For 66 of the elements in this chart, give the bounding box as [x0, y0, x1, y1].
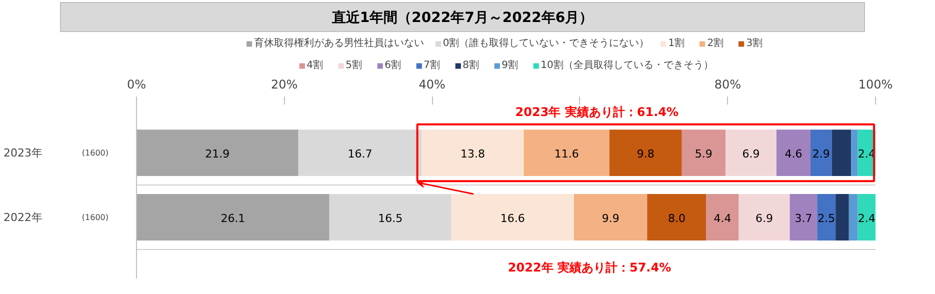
legend-label: 育休取得権利がある男性社員はいない [254, 36, 424, 50]
x-tick-label: 40% [418, 78, 446, 92]
bar [776, 130, 810, 176]
legend-label: 9割 [502, 58, 519, 72]
legend-label: 8割 [462, 58, 480, 72]
legend-label: 3割 [746, 36, 764, 50]
bar [725, 130, 776, 176]
bar [817, 194, 836, 240]
x-tick-label: 0% [126, 78, 146, 92]
data-label: 26.1 [220, 212, 246, 225]
legend-label: 10割（全員取得している・できそう） [540, 58, 714, 72]
data-label: 2.4 [858, 212, 876, 225]
data-label: 21.9 [205, 147, 230, 160]
bar [451, 194, 574, 240]
bar [647, 194, 706, 240]
data-label: 2.5 [818, 212, 836, 225]
y-tick-label: 2023年 [4, 146, 43, 160]
data-label: 16.5 [378, 212, 403, 225]
bar [810, 130, 832, 176]
legend-label: 6割 [384, 58, 402, 72]
data-label: 16.7 [348, 147, 372, 160]
legend-label: 7割 [424, 58, 441, 72]
bar [858, 194, 876, 240]
data-label: 9.8 [636, 147, 654, 160]
data-label: 16.6 [500, 212, 525, 225]
bar [298, 130, 422, 176]
data-label: 9.9 [602, 212, 620, 225]
bar [136, 194, 330, 240]
data-label: 4.4 [714, 212, 732, 225]
bar [422, 130, 524, 176]
legend-label: 2割 [707, 36, 725, 50]
data-label: 5.9 [694, 147, 712, 160]
bar [790, 194, 818, 240]
chart-title: 直近1年間（2022年7月～2022年6月） [332, 9, 594, 28]
bar [738, 194, 790, 240]
bar [848, 194, 858, 240]
data-label: 3.7 [794, 212, 812, 225]
text: (1600) [82, 212, 109, 222]
x-tick-label: 20% [270, 78, 298, 92]
legend-label: 4割 [306, 58, 324, 72]
bar [851, 130, 858, 176]
data-label: 13.8 [460, 147, 485, 160]
bar [609, 130, 682, 176]
data-label: 6.9 [742, 147, 760, 160]
data-label: 2.9 [812, 147, 830, 160]
annotation: 2023年 実績あり計：61.4% [515, 105, 679, 120]
bar [836, 194, 849, 240]
x-tick-label: 100% [858, 78, 893, 92]
bar [329, 194, 452, 240]
data-label: 8.0 [668, 212, 686, 225]
legend-label: 1割 [668, 36, 686, 50]
bar [682, 130, 726, 176]
data-label: 6.9 [756, 212, 774, 225]
annotation: 2022年 実績あり計：57.4% [508, 260, 672, 275]
bar [574, 194, 648, 240]
y-tick-label: 2022年 [4, 210, 43, 224]
bar [706, 194, 739, 240]
bar [832, 130, 852, 176]
bar [136, 130, 298, 176]
x-tick-label: 80% [714, 78, 742, 92]
bar [524, 130, 610, 176]
data-label: 4.6 [784, 147, 802, 160]
legend-label: 5割 [346, 58, 363, 72]
legend-label: 0割（誰も取得していない・できそうにない） [442, 36, 650, 50]
data-label: 11.6 [554, 147, 579, 160]
text: (1600) [82, 148, 109, 158]
